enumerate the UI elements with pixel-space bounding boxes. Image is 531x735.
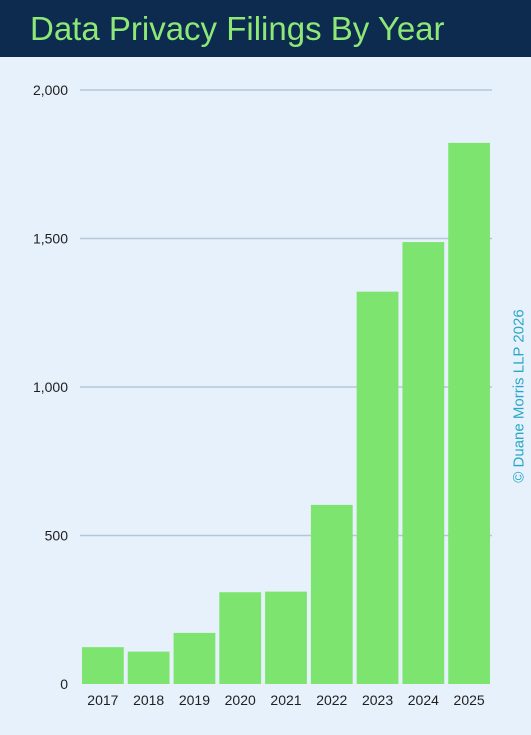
y-tick-label-500: 500 [45,528,69,544]
bar-2021 [265,591,307,684]
x-tick-label-2020: 2020 [225,692,256,708]
x-tick-label-2023: 2023 [362,692,393,708]
bar-2024 [402,242,445,684]
x-tick-label-2019: 2019 [179,692,210,708]
x-tick-label-2021: 2021 [270,692,301,708]
copyright-notice: © Duane Morris LLP 2026 [510,309,528,483]
bar-2022 [310,504,353,684]
x-tick-label-2024: 2024 [408,692,439,708]
x-tick-label-2018: 2018 [133,692,164,708]
x-tick-label-2022: 2022 [316,692,347,708]
y-tick-label-0: 0 [60,676,68,692]
y-tick-label-1500: 1,500 [33,231,68,247]
header-bar: Data Privacy Filings By Year [0,0,531,57]
bar-2025 [448,142,490,685]
bar-2017 [82,647,124,684]
bar-2023 [356,291,399,684]
bar-2020 [219,592,262,684]
chart-title: Data Privacy Filings By Year [30,10,445,47]
bar-2019 [173,632,216,684]
x-tick-label-2017: 2017 [87,692,118,708]
bar-chart: 0 500 1,000 1,500 2,000 2017 2018 2019 2020 2021 2… [33,82,492,708]
x-tick-label-2025: 2025 [454,692,485,708]
y-tick-label-2000: 2,000 [33,82,68,98]
bar-2018 [127,651,170,684]
y-tick-label-1000: 1,000 [33,379,68,395]
